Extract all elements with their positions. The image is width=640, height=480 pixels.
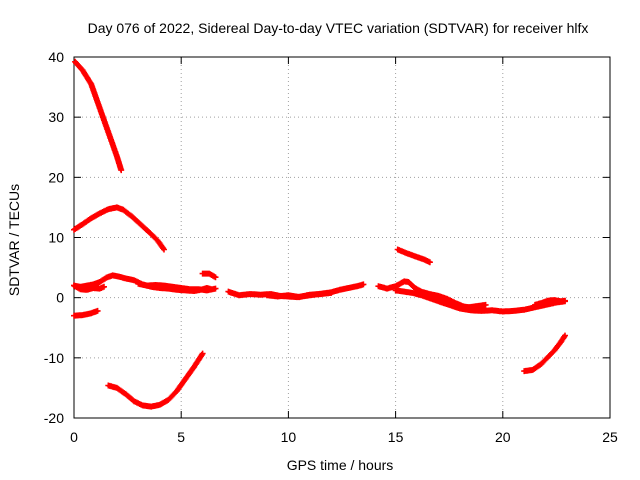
series-arc-13 [456, 301, 489, 311]
plus-markers [532, 297, 568, 308]
series-arc-1 [72, 58, 125, 174]
x-tick-label: 25 [602, 429, 618, 445]
plus-markers [71, 307, 101, 319]
series-arc-2 [71, 204, 167, 253]
y-tick-label: 20 [48, 169, 64, 185]
series-arc-4 [71, 282, 107, 293]
series-arc-6 [199, 270, 219, 281]
series-arc-7 [71, 307, 101, 319]
axis-ticks [73, 56, 611, 419]
x-tick-label: 15 [388, 429, 404, 445]
plus-markers [71, 204, 167, 253]
x-tick-label: 20 [495, 429, 511, 445]
x-tick-label: 0 [70, 429, 78, 445]
plus-markers [199, 270, 219, 281]
y-tick-label: 0 [56, 290, 64, 306]
plus-markers [456, 301, 489, 311]
chart-title: Day 076 of 2022, Sidereal Day-to-day VTE… [88, 20, 589, 36]
x-tick-labels: 0 5 10 15 20 25 [70, 429, 618, 445]
y-axis-label: SDTVAR / TECUs [6, 184, 22, 296]
y-tick-label: -10 [44, 350, 64, 366]
plus-markers [105, 350, 206, 410]
plus-markers [394, 246, 433, 266]
series-arc-16 [521, 332, 568, 375]
plus-markers [264, 289, 335, 301]
plus-markers [71, 282, 107, 293]
x-tick-label: 5 [177, 429, 185, 445]
series-arc-5 [135, 280, 219, 294]
x-axis-label: GPS time / hours [287, 457, 394, 473]
series-arc-10 [264, 289, 335, 301]
series-arc-14 [532, 297, 568, 308]
y-tick-label: 30 [48, 109, 64, 125]
y-tick-label: -20 [44, 410, 64, 426]
y-tick-label: 10 [48, 230, 64, 246]
plus-markers [72, 58, 125, 174]
x-tick-label: 10 [281, 429, 297, 445]
grid-lines [74, 57, 610, 418]
y-tick-labels: -20 -10 0 10 20 30 40 [44, 49, 64, 426]
series-arc-15 [394, 246, 433, 266]
data-series [71, 58, 568, 410]
y-tick-label: 40 [48, 49, 64, 65]
plus-markers [135, 280, 219, 294]
plus-markers [521, 332, 568, 375]
series-arc-8 [105, 350, 206, 410]
